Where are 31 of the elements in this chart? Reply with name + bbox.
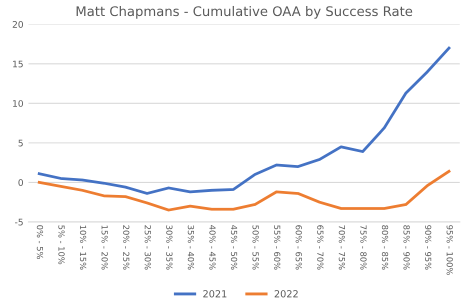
y-tick-label: 5 (18, 140, 23, 146)
y-tick-label: 0 (18, 179, 23, 186)
x-tick-label: 55% - 60% (274, 225, 280, 270)
x-tick-label: 85% - 90% (403, 225, 410, 270)
x-tick-label: 20% - 25% (123, 225, 130, 270)
y-tick-label: 10 (13, 100, 23, 107)
x-tick-label: 5% - 10% (58, 225, 65, 264)
chart-title: Matt Chapmans - Cumulative OAA by Success Rate (76, 6, 412, 19)
x-tick-label: 60% - 65% (296, 225, 302, 270)
y-tick-label: 15 (13, 60, 23, 68)
x-tick-label: 70% - 75% (338, 225, 346, 270)
x-tick-label: 50% - 55% (252, 225, 259, 270)
x-tick-label: 45% - 50% (230, 225, 238, 270)
x-tick-label: 40% - 45% (209, 225, 216, 270)
y-tick-label: 20 (12, 21, 23, 28)
legend-label: 2022 (274, 290, 298, 298)
line-series (38, 46, 450, 195)
x-tick-label: 65% - 70% (317, 225, 324, 270)
x-tick-label: 30% - 35% (166, 225, 173, 270)
x-tick-label: 75% - 80% (360, 225, 367, 270)
line-series (38, 170, 450, 212)
x-tick-label: 15% - 20% (102, 226, 108, 270)
x-tick-label: 25% - 30% (144, 225, 151, 270)
x-tick-label: 0% - 5% (36, 225, 44, 259)
x-tick-label: 90% - 95% (425, 225, 432, 270)
x-tick-label: 35% - 40% (188, 225, 194, 270)
legend-label: 2021 (203, 290, 226, 298)
x-tick-label: 10% - 15% (80, 226, 86, 270)
x-tick-label: 95% - 100% (446, 225, 453, 275)
y-tick-label: -5 (15, 218, 23, 226)
x-tick-label: 80% - 85% (382, 225, 388, 270)
